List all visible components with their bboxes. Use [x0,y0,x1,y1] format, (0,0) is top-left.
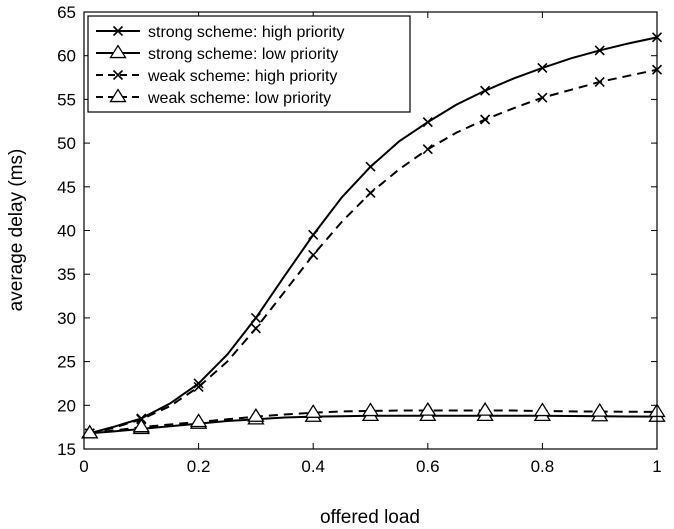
legend-entry-strong-scheme-low-priority: strong scheme: low priority [96,44,338,63]
legend-entry-strong-scheme-high-priority: strong scheme: high priority [96,24,345,41]
data-point-weak-scheme-high-priority [594,76,605,87]
legend-label: strong scheme: low priority [148,46,338,63]
data-point-strong-scheme-high-priority [250,312,261,323]
legend-marker-x [112,69,124,81]
y-tick-label: 65 [57,3,76,22]
data-point-weak-scheme-high-priority [480,114,491,125]
data-point-strong-scheme-high-priority [480,85,491,96]
x-tick-label: 0.8 [531,457,555,476]
data-point-weak-scheme-low-priority [361,402,380,417]
series-weak-scheme-low-priority [81,401,666,439]
y-tick-label: 45 [57,178,76,197]
legend-marker-triangle [109,88,127,103]
y-tick-label: 20 [57,396,76,415]
y-tick-label: 25 [57,353,76,372]
data-point-strong-scheme-high-priority [193,378,204,389]
data-point-weak-scheme-low-priority [304,404,322,418]
y-tick-label: 30 [57,309,76,328]
series-layer [81,32,666,439]
legend-label: weak scheme: low priority [147,90,331,107]
data-point-weak-scheme-high-priority [422,144,433,155]
y-tick-label: 50 [57,134,76,153]
y-tick-label: 35 [57,265,76,284]
y-tick-label: 55 [57,90,76,109]
x-tick-label: 0 [79,457,88,476]
data-point-weak-scheme-high-priority [308,249,319,261]
data-point-weak-scheme-high-priority [365,187,376,198]
data-point-weak-scheme-low-priority [189,413,208,428]
y-axis-title: average delay (ms) [6,149,27,312]
data-point-weak-scheme-low-priority [533,402,552,417]
data-point-weak-scheme-low-priority [591,402,609,417]
data-point-weak-scheme-low-priority [132,418,150,433]
legend: strong scheme: high priority strong schem… [87,15,411,113]
data-point-weak-scheme-high-priority [250,323,261,334]
series-line-weak-scheme-low-priority [89,409,658,435]
data-point-strong-scheme-high-priority [365,161,376,172]
x-tick-label: 1 [652,457,661,476]
data-point-weak-scheme-high-priority [193,381,204,393]
data-point-strong-scheme-high-priority [537,62,548,74]
axes-layer: 0 0.2 0.4 0.6 0.8 1 15 20 25 30 35 40 45 50 55 60 65 [57,3,662,476]
legend-marker-triangle [109,44,127,59]
y-tick-label: 60 [57,47,76,66]
data-point-weak-scheme-low-priority [419,401,437,416]
data-point-weak-scheme-low-priority [81,424,99,439]
legend-marker-x [112,25,124,37]
legend-entry-weak-scheme-low-priority: weak scheme: low priority [96,88,331,107]
x-tick-label: 0.2 [187,457,211,476]
data-point-strong-scheme-high-priority [594,45,605,56]
data-point-weak-scheme-low-priority [476,401,494,416]
data-point-strong-scheme-high-priority [422,117,433,128]
data-point-strong-scheme-high-priority [308,229,319,240]
x-tick-label: 0.4 [301,457,325,476]
x-tick-label: 0.6 [416,457,440,476]
legend-label: strong scheme: high priority [148,24,345,41]
legend-entry-weak-scheme-high-priority: weak scheme: high priority [96,68,337,85]
data-point-weak-scheme-high-priority [537,92,548,103]
x-axis-title: offered load [320,507,420,528]
legend-label: weak scheme: high priority [147,68,337,85]
y-tick-label: 15 [57,440,76,459]
y-tick-label: 40 [57,222,76,241]
data-point-weak-scheme-low-priority [247,407,265,422]
legend-box [87,15,411,113]
